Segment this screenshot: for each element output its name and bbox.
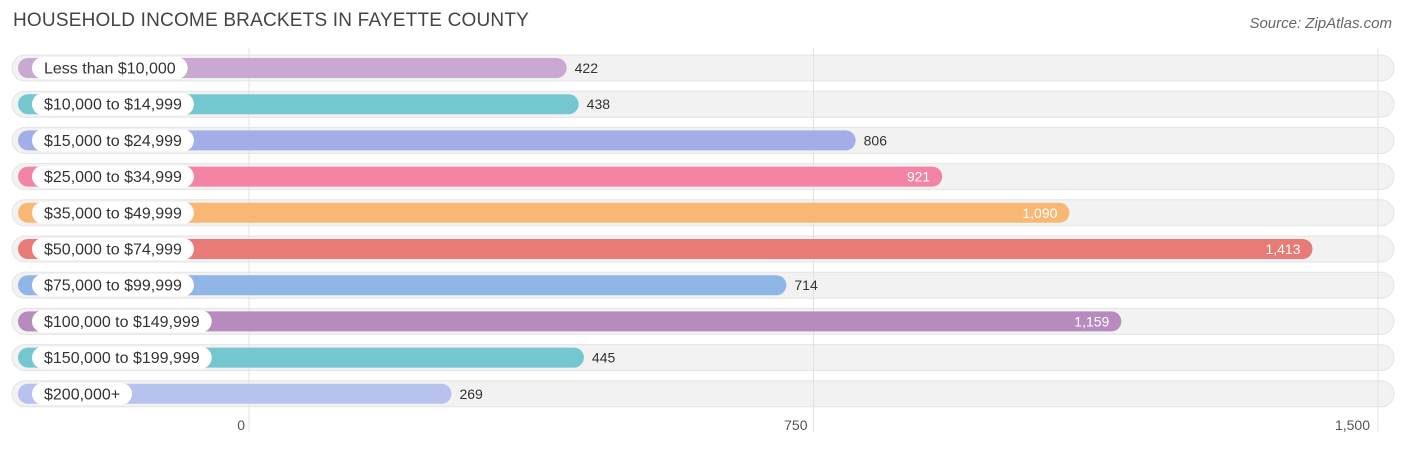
x-axis: 0 750 1,500: [237, 417, 1370, 433]
bar: [18, 239, 1313, 259]
category-label: $150,000 to $199,999: [44, 350, 200, 367]
category-label: $25,000 to $34,999: [44, 169, 182, 186]
x-tick-label: 750: [784, 417, 808, 433]
bar-row: $25,000 to $34,999 921: [18, 165, 943, 188]
category-pill: [32, 382, 133, 405]
value-label: 1,413: [1265, 241, 1300, 257]
category-label: $200,000+: [44, 386, 120, 403]
x-tick-label: 1,500: [1335, 417, 1370, 433]
bar-row: $200,000+ 269: [18, 382, 483, 405]
category-label: $10,000 to $14,999: [44, 97, 182, 114]
bar-row: $10,000 to $14,999 438: [18, 93, 611, 116]
value-label: 1,090: [1022, 205, 1057, 221]
category-label: $75,000 to $99,999: [44, 278, 182, 295]
category-pill: [32, 346, 212, 369]
category-label: $15,000 to $24,999: [44, 133, 182, 150]
category-pill: [32, 201, 194, 224]
category-pill: [32, 57, 188, 79]
bar: [18, 130, 856, 151]
category-pill: [32, 93, 194, 116]
bar: [18, 166, 943, 187]
bar-row: $75,000 to $99,999 714: [18, 274, 818, 297]
category-pill: [32, 238, 194, 260]
category-pill: [32, 274, 194, 297]
value-label: 269: [459, 386, 483, 402]
bars-layer: Less than $10,000 422 $10,000 to $14,999 43…: [18, 57, 1313, 405]
value-label: 921: [907, 169, 931, 185]
category-label: $100,000 to $149,999: [44, 314, 200, 331]
value-label: 445: [592, 350, 616, 366]
bar: [18, 202, 1070, 223]
value-label: 1,159: [1074, 313, 1109, 329]
bar: [18, 311, 1122, 332]
category-pill: [32, 129, 194, 152]
category-label: $35,000 to $49,999: [44, 205, 182, 222]
value-label: 438: [587, 96, 611, 112]
value-label: 714: [794, 277, 818, 293]
bar: [18, 275, 787, 296]
category-pill: [32, 310, 212, 333]
x-tick-label: 0: [237, 417, 245, 433]
chart-source: Source: ZipAtlas.com: [1249, 15, 1392, 32]
bar-row: $35,000 to $49,999 1,090: [18, 201, 1070, 224]
category-label: $50,000 to $74,999: [44, 242, 182, 259]
chart-title: HOUSEHOLD INCOME BRACKETS IN FAYETTE COU…: [13, 10, 530, 31]
bar-row: Less than $10,000 422: [18, 57, 598, 79]
category-label: Less than $10,000: [44, 61, 176, 78]
bar-row: $100,000 to $149,999 1,159: [18, 310, 1122, 333]
value-label: 422: [575, 60, 599, 76]
bar-row: $50,000 to $74,999 1,413: [18, 238, 1313, 260]
bar-row: $15,000 to $24,999 806: [18, 129, 888, 152]
bar-row: $150,000 to $199,999 445: [18, 346, 616, 369]
value-label: 806: [864, 132, 888, 148]
category-pill: [32, 165, 194, 188]
